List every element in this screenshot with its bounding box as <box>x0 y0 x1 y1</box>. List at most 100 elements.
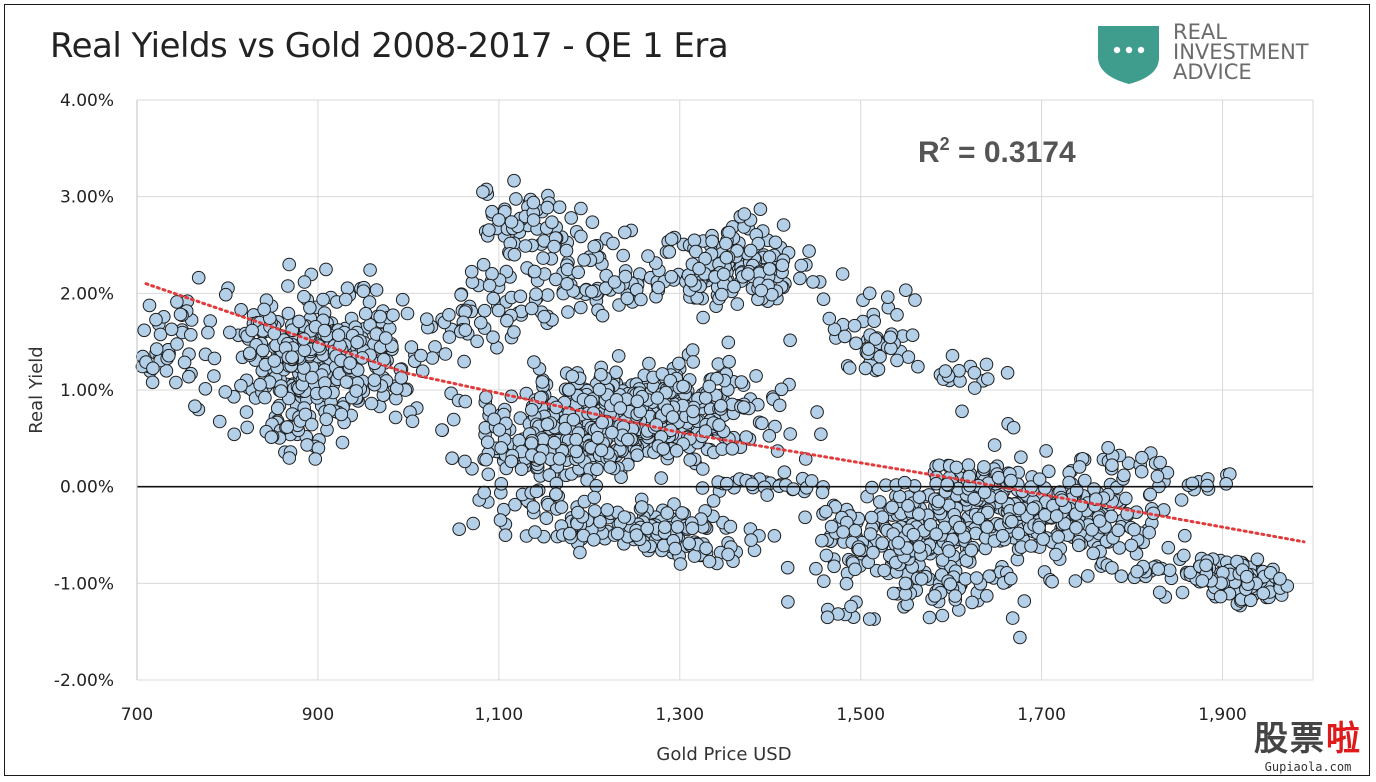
data-point <box>560 277 574 291</box>
data-point <box>952 364 966 378</box>
data-point <box>491 303 506 318</box>
data-point <box>816 292 831 307</box>
data-point <box>1150 469 1165 484</box>
data-point <box>971 511 986 526</box>
data-point <box>281 279 295 293</box>
data-point <box>899 283 913 298</box>
data-point <box>901 499 915 513</box>
data-point <box>866 545 880 560</box>
data-point <box>137 323 151 338</box>
data-point <box>1178 528 1192 543</box>
data-point <box>616 248 631 263</box>
data-point <box>656 442 671 456</box>
data-point <box>242 346 257 361</box>
data-point <box>1086 546 1101 561</box>
data-point <box>911 359 925 374</box>
data-point <box>1104 509 1119 524</box>
data-point <box>1049 509 1064 523</box>
data-point <box>587 239 602 254</box>
data-point <box>524 436 539 451</box>
data-point <box>665 410 680 424</box>
data-point <box>842 361 857 375</box>
data-point <box>610 526 625 541</box>
data-point <box>308 452 323 466</box>
data-point <box>945 348 960 363</box>
data-point <box>1152 585 1167 600</box>
data-point <box>1042 464 1056 479</box>
data-point <box>145 375 160 390</box>
data-point <box>525 403 539 417</box>
data-point <box>335 435 350 450</box>
data-point <box>149 342 164 356</box>
data-point <box>1135 450 1149 465</box>
data-point <box>618 269 633 284</box>
data-point <box>871 362 886 377</box>
data-point <box>725 442 740 456</box>
data-point <box>562 383 576 397</box>
data-point <box>760 488 775 502</box>
data-point <box>1004 571 1018 586</box>
data-point <box>458 454 472 469</box>
data-point <box>173 307 188 322</box>
data-point <box>452 522 467 537</box>
data-point <box>827 322 842 337</box>
data-point <box>245 323 259 338</box>
data-point <box>207 369 221 383</box>
data-point <box>776 218 791 232</box>
data-point <box>415 364 430 379</box>
data-point <box>705 234 719 249</box>
data-point <box>979 357 994 372</box>
data-point <box>316 292 330 307</box>
data-point <box>670 520 685 534</box>
data-point <box>493 513 508 527</box>
data-point <box>170 295 184 309</box>
data-point <box>590 430 605 445</box>
data-point <box>480 435 495 450</box>
data-point <box>1032 472 1047 487</box>
data-point <box>1114 569 1129 584</box>
data-point <box>1051 530 1065 544</box>
data-point <box>798 510 812 525</box>
data-point <box>577 253 591 267</box>
data-point <box>762 250 777 264</box>
data-point <box>901 350 916 364</box>
data-point <box>938 364 953 378</box>
data-point <box>343 356 357 370</box>
data-point <box>526 213 541 227</box>
data-point <box>942 544 956 558</box>
data-point <box>719 236 733 251</box>
data-point <box>908 293 922 307</box>
data-point <box>267 354 282 368</box>
data-point <box>861 342 876 356</box>
data-point <box>723 519 738 534</box>
data-point <box>929 527 944 542</box>
data-point <box>912 540 927 554</box>
data-point <box>737 400 751 415</box>
data-point <box>524 301 539 316</box>
data-point <box>965 595 979 610</box>
data-point <box>373 309 388 324</box>
data-point <box>1174 493 1189 507</box>
data-point <box>300 438 314 452</box>
data-point <box>528 525 542 539</box>
data-point <box>386 308 400 323</box>
data-point <box>682 536 697 551</box>
logo-line-1: REAL <box>1173 20 1227 44</box>
data-point <box>836 525 850 539</box>
data-point <box>212 414 227 429</box>
data-point <box>574 300 588 315</box>
data-point <box>783 333 797 348</box>
data-point <box>1185 476 1200 491</box>
trendline <box>144 282 1306 544</box>
data-point <box>350 335 364 350</box>
data-point <box>1153 455 1167 470</box>
data-point <box>552 200 567 214</box>
data-point <box>696 310 710 325</box>
data-point <box>1111 523 1125 538</box>
data-point <box>943 577 958 592</box>
data-point <box>388 410 403 425</box>
data-point <box>755 416 769 431</box>
data-point <box>868 332 883 346</box>
data-point <box>338 292 353 307</box>
data-point <box>395 292 410 307</box>
